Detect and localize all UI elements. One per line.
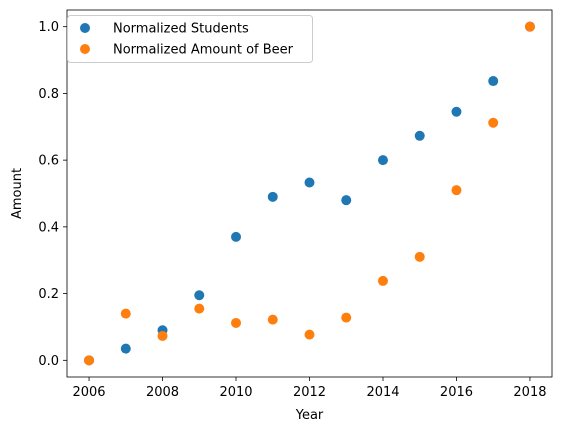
point-series-1-2011	[267, 314, 278, 325]
point-series-1-2014	[377, 275, 388, 286]
y-tick-label: 0.0	[38, 354, 59, 369]
x-axis-label: Year	[295, 408, 324, 423]
point-series-1-2016	[451, 185, 462, 196]
x-tick-label: 2018	[513, 385, 546, 400]
y-tick-label: 0.6	[38, 154, 59, 169]
plot-frame	[66, 9, 553, 378]
data-points	[84, 21, 535, 366]
point-series-1-2010	[231, 317, 242, 328]
point-series-0-2009	[194, 290, 205, 301]
point-series-0-2011	[267, 191, 278, 202]
legend-box	[67, 15, 313, 63]
y-tick-label: 0.8	[38, 87, 59, 102]
x-tick-label: 2016	[440, 385, 473, 400]
point-series-1-2006	[84, 355, 95, 366]
point-series-1-2012	[304, 329, 315, 340]
point-series-1-2007	[120, 308, 131, 319]
plot-area	[67, 10, 552, 377]
legend-label-beer: Normalized Amount of Beer	[113, 43, 294, 58]
x-tick-label: 2006	[72, 385, 105, 400]
point-series-0-2012	[304, 177, 315, 188]
point-series-1-2008	[157, 330, 168, 341]
x-tick-label: 2012	[293, 385, 326, 400]
point-series-0-2014	[377, 155, 388, 166]
legend-marker-beer	[80, 44, 90, 54]
x-tick-label: 2014	[366, 385, 399, 400]
point-series-0-2013	[341, 195, 352, 206]
point-series-1-2015	[414, 251, 425, 262]
point-series-0-2017	[488, 76, 499, 87]
point-series-1-2018	[524, 21, 535, 32]
point-series-0-2010	[231, 231, 242, 242]
x-tick-label: 2008	[146, 385, 179, 400]
y-axis-ticks: 0.0 0.2 0.4 0.6 0.8 1.0	[38, 20, 67, 369]
x-axis-ticks: 2006 2008 2010 2012 2014 2016 2018	[72, 377, 547, 400]
y-tick-label: 0.4	[38, 220, 59, 235]
point-series-0-2015	[414, 130, 425, 141]
point-series-0-2016	[451, 106, 462, 117]
legend-label-students: Normalized Students	[113, 22, 249, 37]
legend-marker-students	[80, 23, 90, 33]
legend: Normalized Students Normalized Amount of…	[67, 15, 313, 63]
x-tick-label: 2010	[219, 385, 252, 400]
point-series-1-2017	[488, 117, 499, 128]
point-series-1-2009	[194, 303, 205, 314]
y-tick-label: 0.2	[38, 287, 59, 302]
point-series-1-2013	[341, 312, 352, 323]
point-series-0-2007	[120, 343, 131, 354]
y-axis-label: Amount	[10, 168, 25, 219]
y-tick-label: 1.0	[38, 20, 59, 35]
